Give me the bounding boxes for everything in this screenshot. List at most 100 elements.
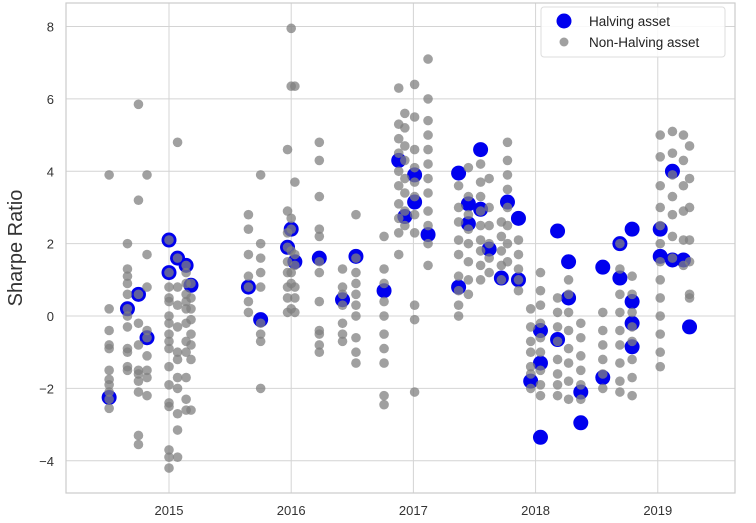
non-halving-asset-point <box>122 271 133 282</box>
non-halving-asset-point <box>502 137 513 148</box>
plot-frame <box>65 2 736 494</box>
non-halving-asset-point <box>627 336 637 347</box>
non-halving-asset-point <box>379 358 389 368</box>
non-halving-asset-point <box>133 376 144 386</box>
non-halving-asset-point <box>409 112 420 122</box>
non-halving-asset-point <box>142 372 152 383</box>
non-halving-asset-point <box>535 347 546 358</box>
non-halving-asset-point <box>255 329 266 339</box>
non-halving-asset-point <box>104 170 114 180</box>
non-halving-asset-point <box>463 209 474 220</box>
non-halving-asset-point <box>423 115 433 126</box>
non-halving-asset-point <box>122 238 133 249</box>
non-halving-asset-point <box>393 133 404 144</box>
non-halving-asset-point <box>181 394 191 405</box>
non-halving-asset-point <box>496 231 507 242</box>
non-halving-asset-point <box>667 209 678 220</box>
non-halving-asset-point <box>597 354 608 365</box>
non-halving-asset-point <box>104 365 114 376</box>
non-halving-asset-point <box>104 403 114 414</box>
non-halving-asset-point <box>133 289 144 300</box>
non-halving-asset-point <box>575 351 586 361</box>
non-halving-asset-point <box>255 336 266 347</box>
y-tick-label: 6 <box>47 92 54 107</box>
halving-asset-point <box>550 223 566 239</box>
non-halving-asset-point <box>337 329 348 339</box>
non-halving-asset-point <box>678 180 689 191</box>
non-halving-asset-point <box>186 329 196 339</box>
non-halving-asset-point <box>563 307 574 318</box>
non-halving-asset-point <box>164 343 174 354</box>
non-halving-asset-point <box>172 347 183 358</box>
x-tick-label: 2015 <box>155 503 184 518</box>
non-halving-asset-point <box>351 300 361 310</box>
non-halving-asset-point <box>453 285 464 296</box>
non-halving-asset-point <box>423 206 433 216</box>
non-halving-asset-point <box>655 202 666 213</box>
non-halving-asset-point <box>393 213 404 224</box>
non-halving-asset-point <box>337 300 348 310</box>
non-halving-asset-point <box>104 325 114 336</box>
non-halving-asset-point <box>290 293 300 303</box>
non-halving-asset-point <box>535 390 546 401</box>
non-halving-asset-point <box>122 278 133 289</box>
non-halving-asset-point <box>393 148 404 158</box>
non-halving-asset-point <box>615 238 625 249</box>
non-halving-asset-point <box>164 463 174 473</box>
non-halving-asset-point <box>684 293 695 303</box>
non-halving-asset-point <box>133 195 144 206</box>
non-halving-asset-point <box>496 246 507 256</box>
non-halving-asset-point <box>627 372 637 383</box>
non-halving-asset-point <box>597 325 608 336</box>
non-halving-asset-point <box>575 394 586 405</box>
non-halving-asset-point <box>513 235 524 245</box>
legend-marker-halving <box>556 13 572 29</box>
non-halving-asset-point <box>172 300 183 310</box>
y-tick-label: 4 <box>47 164 54 179</box>
non-halving-asset-point <box>484 202 494 213</box>
non-halving-asset-point <box>525 347 536 358</box>
non-halving-asset-point <box>286 267 296 278</box>
non-halving-asset-point <box>615 376 625 386</box>
non-halving-asset-point <box>502 238 513 249</box>
non-halving-asset-point <box>351 267 361 278</box>
non-halving-asset-point <box>142 249 152 260</box>
non-halving-asset-point <box>379 343 389 354</box>
halving-asset-point <box>407 167 423 183</box>
non-halving-asset-point <box>314 340 325 350</box>
non-halving-asset-point <box>104 387 114 397</box>
non-halving-asset-point <box>615 264 625 274</box>
non-halving-asset-point <box>463 224 474 234</box>
non-halving-asset-point <box>684 141 695 151</box>
halving-asset-point <box>473 142 489 158</box>
non-halving-asset-point <box>286 213 296 224</box>
non-halving-asset-point <box>172 383 183 394</box>
non-halving-asset-point <box>379 264 389 274</box>
non-halving-asset-point <box>133 387 144 397</box>
non-halving-asset-point <box>186 354 196 365</box>
non-halving-asset-point <box>255 238 266 249</box>
non-halving-asset-point <box>409 228 420 238</box>
non-halving-asset-point <box>627 354 637 365</box>
legend-label-non-halving: Non-Halving asset <box>589 35 700 50</box>
non-halving-asset-point <box>255 170 266 180</box>
non-halving-asset-point <box>535 379 546 390</box>
non-halving-asset-point <box>351 311 361 321</box>
non-halving-asset-point <box>243 296 254 307</box>
non-halving-asset-point <box>164 267 174 278</box>
non-halving-asset-point <box>535 267 546 278</box>
non-halving-asset-point <box>164 311 174 321</box>
non-halving-asset-point <box>615 325 625 336</box>
halving-asset-point <box>682 319 698 335</box>
non-halving-asset-point <box>513 249 524 260</box>
non-halving-asset-point <box>453 217 464 227</box>
non-halving-asset-point <box>351 289 361 300</box>
non-halving-asset-point <box>655 180 666 191</box>
non-halving-asset-point <box>186 340 196 350</box>
non-halving-asset-point <box>453 235 464 245</box>
non-halving-asset-point <box>379 311 389 321</box>
halving-asset-point <box>595 259 611 275</box>
non-halving-asset-point <box>243 209 254 220</box>
non-halving-asset-point <box>409 300 420 310</box>
